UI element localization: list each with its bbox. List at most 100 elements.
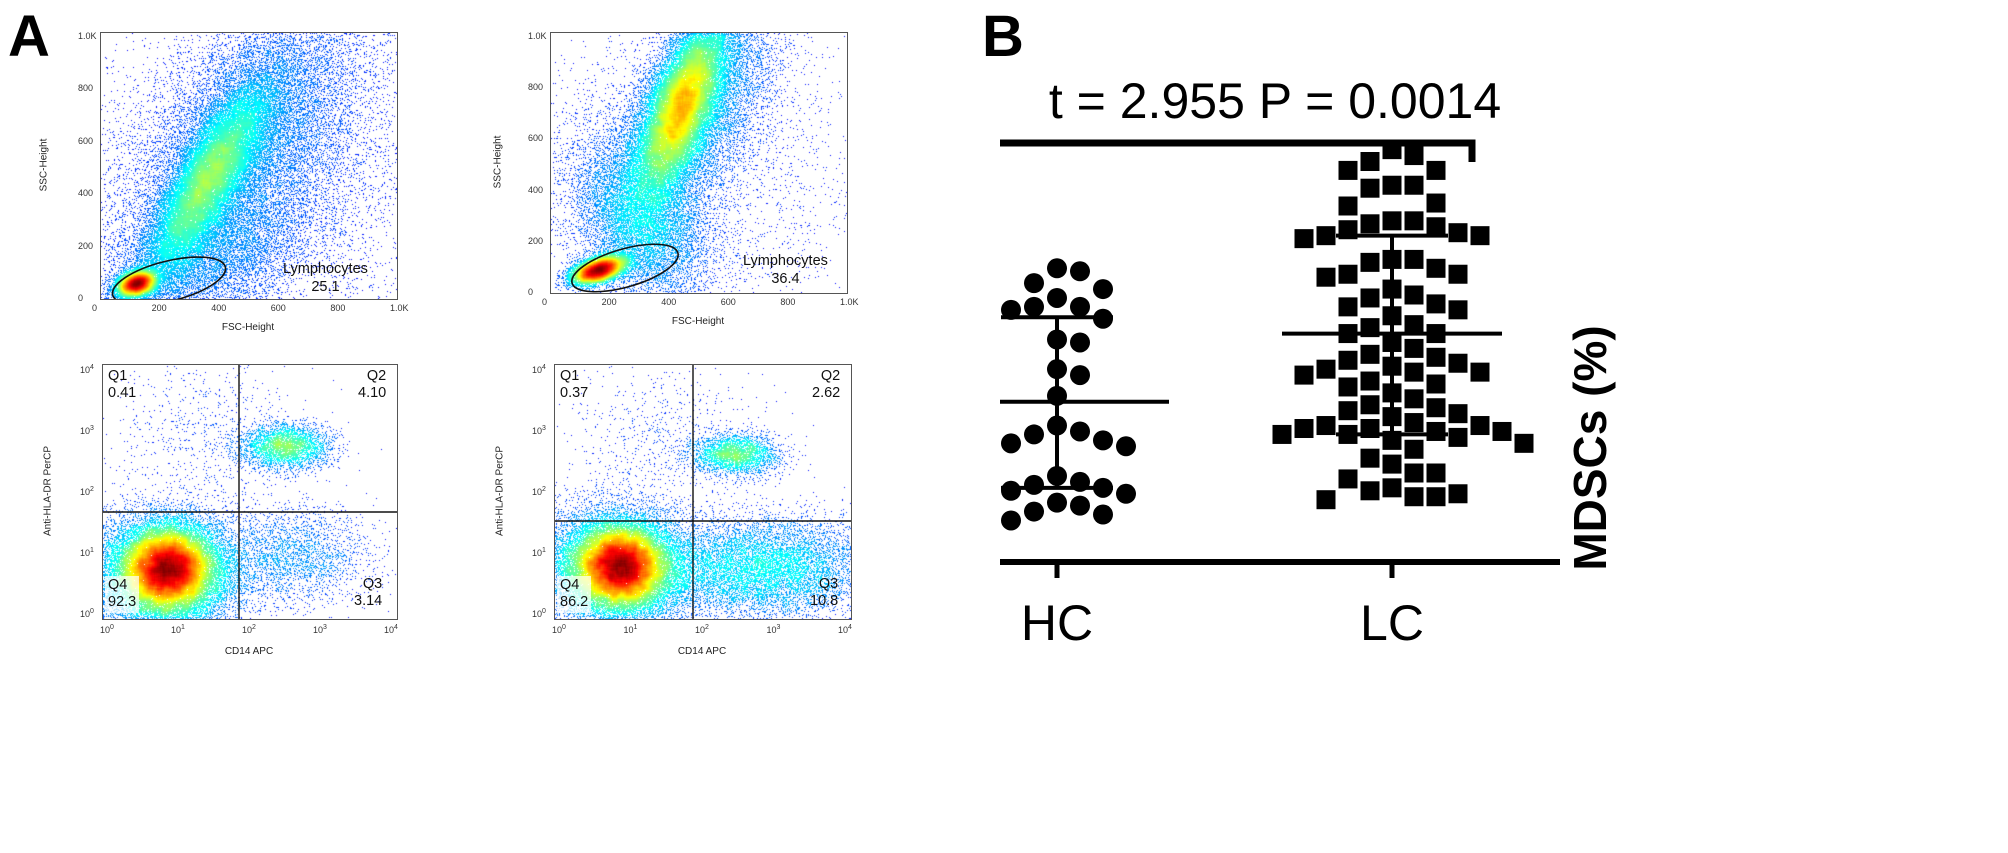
x-tick-label: 1.0K bbox=[840, 297, 859, 307]
point-lc bbox=[1316, 267, 1336, 287]
lymphocyte-gate bbox=[571, 243, 679, 293]
x-tick-label: 102 bbox=[242, 624, 256, 635]
quadrant-name: Q2 bbox=[366, 368, 387, 384]
y-tick-label: 600 bbox=[528, 133, 544, 144]
point-lc bbox=[1426, 160, 1446, 180]
quadrant-label-q2: Q2 2.62 bbox=[812, 368, 840, 403]
point-lc bbox=[1316, 359, 1336, 379]
lymphocyte-gate bbox=[111, 256, 227, 299]
point-lc bbox=[1448, 353, 1468, 373]
point-hc bbox=[1070, 471, 1090, 492]
quadrant-name: Q1 bbox=[108, 368, 128, 384]
point-hc bbox=[1093, 477, 1113, 498]
y-tick-label: 102 bbox=[532, 486, 546, 497]
point-lc bbox=[1426, 294, 1446, 314]
point-lc bbox=[1360, 288, 1380, 308]
point-hc bbox=[1024, 424, 1044, 445]
point-lc bbox=[1404, 362, 1424, 382]
y-axis-title: MDSCs (%) bbox=[1564, 325, 1616, 570]
point-lc bbox=[1338, 469, 1358, 489]
gate-overlay bbox=[111, 256, 227, 299]
point-lc bbox=[1360, 344, 1380, 364]
y-tick-label: 103 bbox=[80, 425, 94, 436]
gate-label: Lymphocytes 25.1 bbox=[283, 260, 368, 296]
y-tick-label: 0 bbox=[528, 287, 534, 297]
point-lc bbox=[1448, 223, 1468, 243]
quadrant-overlay bbox=[555, 365, 851, 619]
x-axis-label: FSC-Height bbox=[221, 322, 275, 333]
point-lc bbox=[1448, 484, 1468, 504]
x-tick-label: 600 bbox=[270, 303, 286, 313]
quadrant-label-q1: Q1 0.37 bbox=[560, 368, 588, 403]
y-tick-label: 101 bbox=[532, 547, 546, 558]
gate-name: Lymphocytes bbox=[283, 261, 368, 277]
point-lc bbox=[1404, 338, 1424, 358]
point-lc bbox=[1360, 214, 1380, 234]
point-lc bbox=[1338, 350, 1358, 370]
x-tick-label: 800 bbox=[330, 303, 346, 313]
point-hc bbox=[1047, 329, 1067, 350]
y-tick-label: 102 bbox=[80, 486, 94, 497]
point-lc bbox=[1360, 481, 1380, 501]
point-lc bbox=[1448, 264, 1468, 284]
point-lc bbox=[1426, 258, 1446, 278]
y-tick-label: 800 bbox=[528, 82, 544, 93]
point-lc bbox=[1360, 419, 1380, 438]
point-lc bbox=[1338, 264, 1358, 284]
point-lc bbox=[1360, 318, 1380, 338]
point-lc bbox=[1294, 229, 1314, 249]
point-hc bbox=[1047, 258, 1067, 279]
y-tick-label: 600 bbox=[78, 135, 94, 146]
point-lc bbox=[1294, 365, 1314, 385]
x-tick-label: 800 bbox=[780, 297, 796, 307]
quadrant-value: 3.14 bbox=[354, 593, 383, 610]
quadrant-name: Q3 bbox=[362, 576, 383, 592]
point-lc bbox=[1426, 347, 1446, 367]
data-points bbox=[1001, 140, 1534, 531]
quadrant-name: Q1 bbox=[560, 368, 580, 384]
x-tick-label: 101 bbox=[171, 624, 185, 635]
quadrant-value: 10.8 bbox=[810, 593, 839, 610]
point-hc bbox=[1116, 483, 1136, 504]
x-tick-label: LC bbox=[1360, 595, 1424, 651]
x-tick-label: 200 bbox=[601, 297, 617, 307]
point-lc bbox=[1382, 211, 1402, 231]
point-lc bbox=[1470, 416, 1490, 436]
point-lc bbox=[1316, 416, 1336, 436]
gate-value: 25.1 bbox=[311, 279, 340, 296]
y-tick-label: 104 bbox=[532, 364, 546, 375]
point-lc bbox=[1382, 279, 1402, 299]
density-canvas bbox=[103, 365, 397, 619]
x-axis-label: CD14 APC bbox=[677, 646, 727, 657]
density-canvas bbox=[101, 33, 397, 299]
x-tick-label: 0 bbox=[92, 303, 98, 313]
point-hc bbox=[1116, 436, 1136, 457]
flow-plot-fsc-ssc-hc: Lymphocytes 25.1 0 200 400 600 800 1.0K 0 200 4… bbox=[39, 31, 474, 334]
point-hc bbox=[1070, 332, 1090, 353]
x-axis-label: FSC-Height bbox=[671, 316, 725, 327]
point-lc bbox=[1404, 315, 1424, 335]
flow-plot-fsc-ssc-lc: Lymphocytes 36.4 0 200 400 600 800 1.0K 0 200 4… bbox=[493, 32, 924, 328]
flow-plot-cd14-hladr-lc: Q1 0.37 Q2 2.62 Q3 10.8 Q4 86.2 100 101 102 103… bbox=[495, 364, 926, 664]
quadrant-value: 92.3 bbox=[108, 594, 137, 611]
x-tick-label: 103 bbox=[313, 624, 327, 635]
quadrant-name: Q4 bbox=[560, 577, 580, 593]
point-lc bbox=[1338, 160, 1358, 180]
point-lc bbox=[1426, 398, 1446, 418]
y-tick-label: 1.0K bbox=[78, 31, 97, 41]
y-tick-label: 400 bbox=[528, 184, 544, 195]
point-lc bbox=[1448, 427, 1468, 447]
point-lc bbox=[1426, 193, 1446, 213]
x-tick-label: 0 bbox=[542, 297, 548, 307]
point-hc bbox=[1070, 261, 1090, 282]
y-axis-label: Anti-HLA-DR PerCP bbox=[494, 445, 506, 537]
point-lc bbox=[1404, 146, 1424, 166]
point-lc bbox=[1272, 424, 1292, 444]
point-lc bbox=[1404, 389, 1424, 409]
point-lc bbox=[1360, 178, 1380, 198]
point-lc bbox=[1338, 220, 1358, 240]
quadrant-name: Q3 bbox=[818, 576, 839, 592]
point-hc bbox=[1001, 510, 1021, 531]
point-lc bbox=[1470, 362, 1490, 382]
y-tick-label: 400 bbox=[78, 188, 94, 199]
